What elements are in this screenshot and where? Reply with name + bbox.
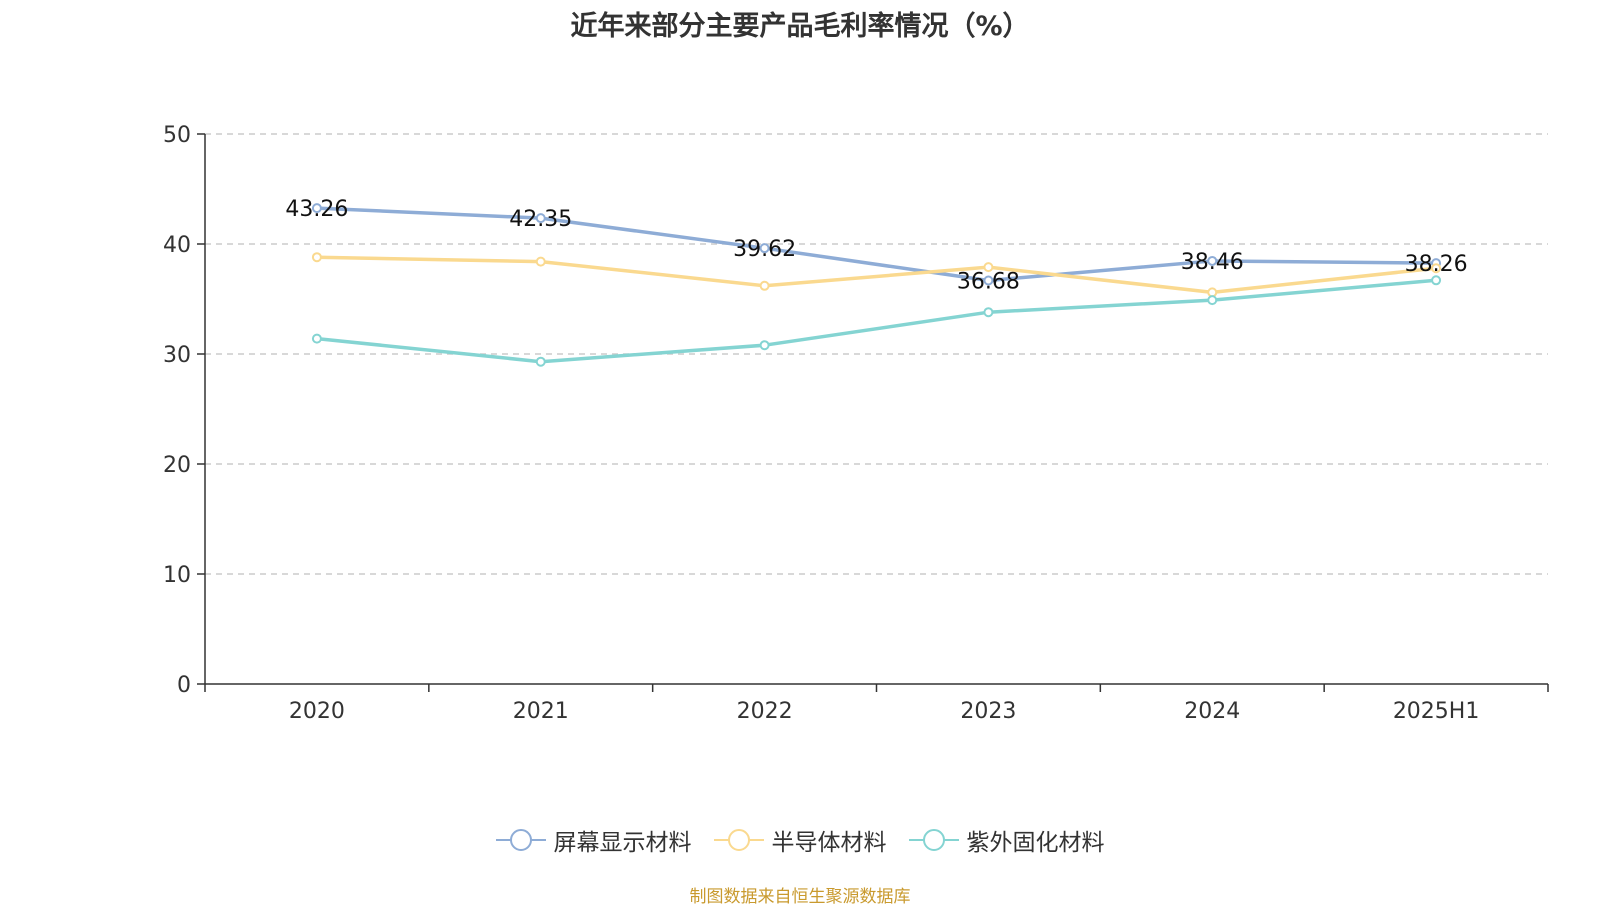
data-label: 38.26 xyxy=(1405,252,1468,277)
data-point xyxy=(1431,263,1442,274)
x-tick-label: 2020 xyxy=(289,699,345,724)
legend-marker-display-materials xyxy=(495,829,546,851)
data-point xyxy=(759,243,770,254)
series-line xyxy=(316,278,1437,364)
y-tick-label: 10 xyxy=(163,563,191,588)
data-label: 42.35 xyxy=(509,207,572,232)
series-line xyxy=(316,255,1437,295)
data-label: 38.46 xyxy=(1181,250,1244,275)
data-point xyxy=(311,252,322,263)
x-tick-label: 2021 xyxy=(513,699,569,724)
data-point xyxy=(759,280,770,291)
x-tick-label: 2022 xyxy=(737,699,793,724)
y-tick-label: 50 xyxy=(163,123,191,148)
data-label: 43.26 xyxy=(285,197,348,222)
data-point xyxy=(759,340,770,351)
data-point xyxy=(311,203,322,214)
legend-label-display-materials: 屏幕显示材料 xyxy=(553,830,692,856)
data-point xyxy=(983,275,994,286)
legend-label-semiconductor-materials: 半导体材料 xyxy=(771,830,887,856)
legend-item-display-materials[interactable]: 屏幕显示材料 xyxy=(495,823,692,857)
legend-label-uv-curing-materials: 紫外固化材料 xyxy=(966,830,1105,856)
y-tick-label: 0 xyxy=(177,673,191,698)
y-tick-label: 40 xyxy=(163,233,191,258)
data-point xyxy=(983,262,994,273)
legend-marker-uv-curing-materials xyxy=(908,829,959,851)
x-tick-label: 2024 xyxy=(1184,699,1240,724)
series-line xyxy=(316,206,1437,283)
data-point xyxy=(535,356,546,367)
data-label: 39.62 xyxy=(733,237,796,262)
y-tick-label: 20 xyxy=(163,453,191,478)
chart-title: 近年来部分主要产品毛利率情况（%） xyxy=(570,11,1030,42)
legend-item-uv-curing-materials[interactable]: 紫外固化材料 xyxy=(908,823,1105,857)
data-point xyxy=(535,213,546,224)
data-point xyxy=(311,333,322,344)
legend: 屏幕显示材料 半导体材料 紫外固化材料 xyxy=(0,823,1600,857)
legend-item-semiconductor-materials[interactable]: 半导体材料 xyxy=(713,823,887,857)
data-point xyxy=(983,307,994,318)
data-point xyxy=(1207,255,1218,266)
data-point xyxy=(535,256,546,267)
y-tick-label: 30 xyxy=(163,343,191,368)
x-tick-label: 2025H1 xyxy=(1393,699,1480,724)
x-tick-label: 2023 xyxy=(960,699,1016,724)
legend-marker-semiconductor-materials xyxy=(713,829,764,851)
data-point xyxy=(1431,275,1442,286)
source-note: 制图数据来自恒生聚源数据库 xyxy=(689,887,911,907)
data-label: 36.68 xyxy=(957,270,1020,295)
data-point xyxy=(1207,295,1218,306)
